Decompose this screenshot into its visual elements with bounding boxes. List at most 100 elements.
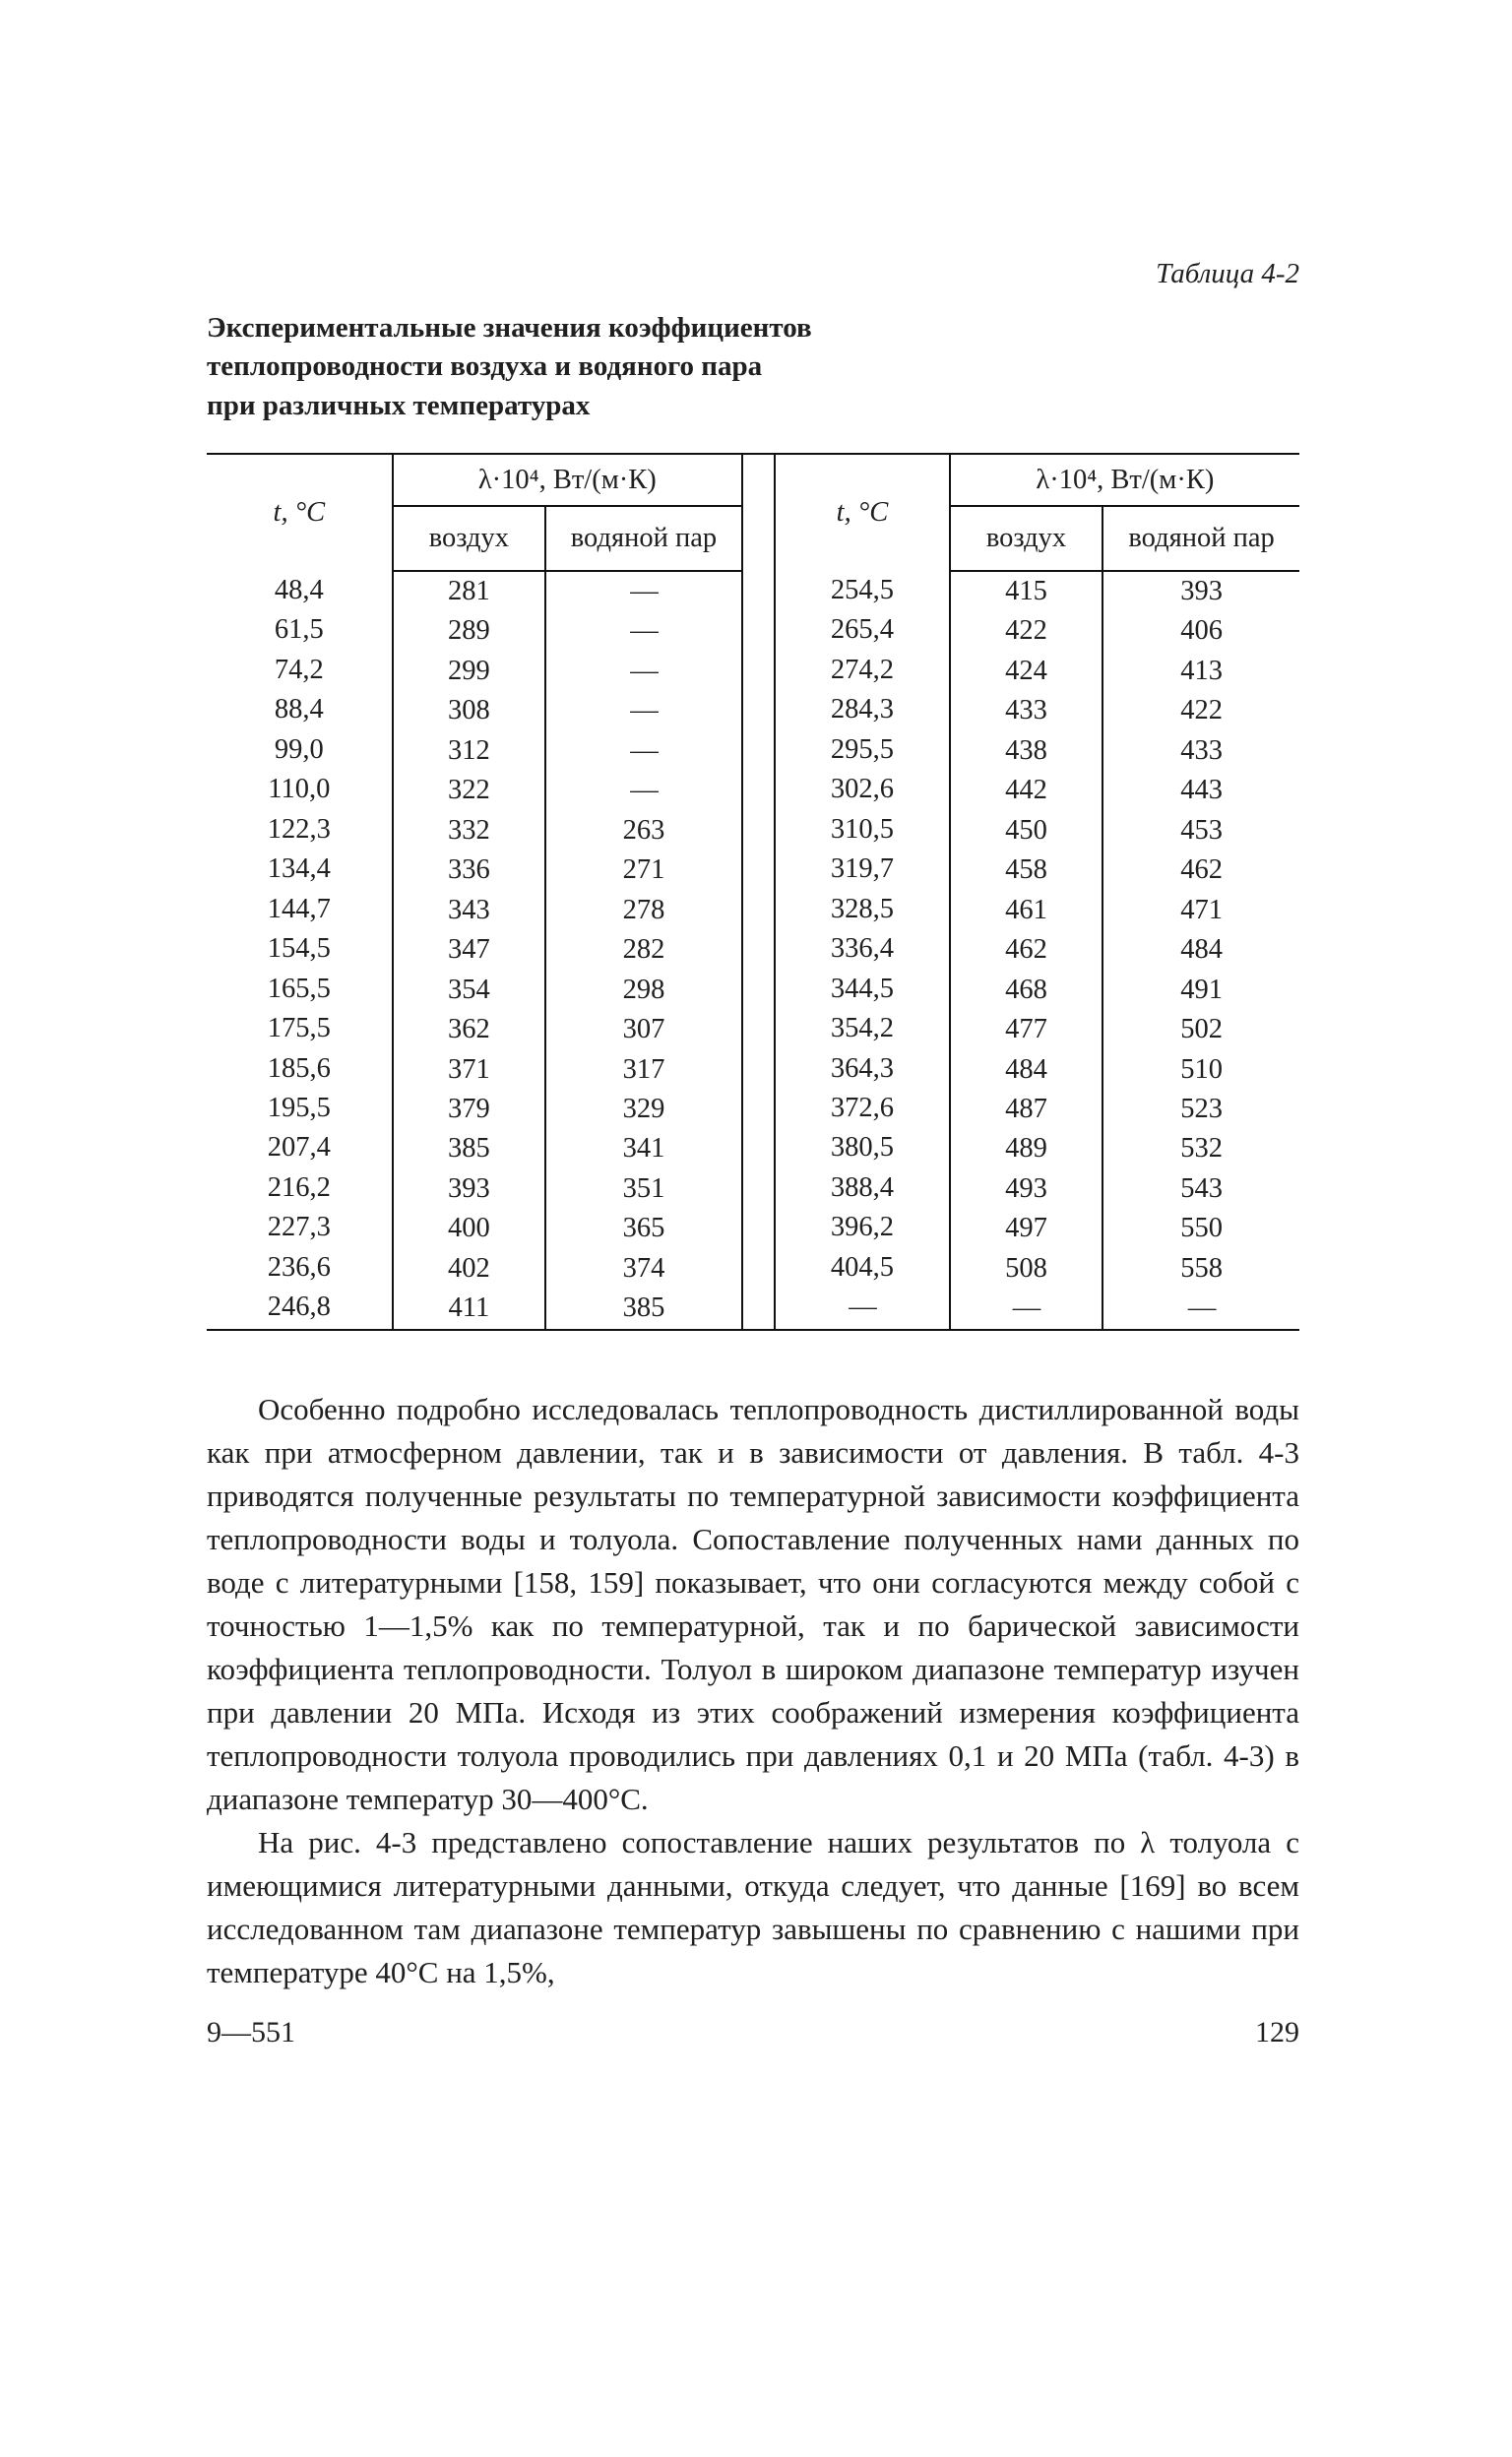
table-cell: 271 — [552, 850, 735, 890]
table-cell: 308 — [400, 691, 538, 730]
page-footer: 9—551 129 — [207, 2014, 1299, 2051]
col-t-right: 254,5265,4274,2284,3295,5302,6310,5319,7… — [775, 571, 950, 1330]
title-line: Экспериментальные значения коэффициентов — [207, 312, 812, 344]
table-cell: 216,2 — [213, 1168, 386, 1208]
page-number: 129 — [1255, 2014, 1299, 2051]
paragraph: На рис. 4-3 представлено сопоставление н… — [207, 1821, 1299, 1994]
table-cell: — — [552, 691, 735, 730]
table-cell: — — [782, 1288, 943, 1327]
table-cell: 254,5 — [782, 571, 943, 610]
table-cell: 558 — [1109, 1249, 1293, 1289]
table-cell: 422 — [957, 611, 1096, 651]
table-cell: 433 — [957, 691, 1096, 730]
table-cell: 385 — [552, 1289, 735, 1328]
table-cell: 246,8 — [213, 1288, 386, 1327]
table-cell: 154,5 — [213, 929, 386, 969]
title-line: при различных температурах — [207, 390, 590, 421]
table-cell: 351 — [552, 1169, 735, 1209]
table-cell: 471 — [1109, 891, 1293, 930]
table-cell: 443 — [1109, 771, 1293, 810]
table-cell: 532 — [1109, 1129, 1293, 1168]
col-header-lambda: λ·10⁴, Вт/(м·К) — [950, 454, 1299, 507]
table-cell: 347 — [400, 930, 538, 970]
table-cell: 372,6 — [782, 1089, 943, 1128]
table-cell: 336 — [400, 850, 538, 890]
table-cell: 274,2 — [782, 651, 943, 690]
table-cell: 165,5 — [213, 970, 386, 1009]
table-cell: 489 — [957, 1129, 1096, 1168]
col-t-left: 48,461,574,288,499,0110,0122,3134,4144,7… — [207, 571, 393, 1330]
col-air-left: 2812892993083123223323363433473543623713… — [393, 571, 545, 1330]
table-cell: 411 — [400, 1289, 538, 1328]
table-cell: 319,7 — [782, 850, 943, 889]
gap — [742, 571, 775, 1330]
table-cell: 61,5 — [213, 610, 386, 650]
col-air-right: 4154224244334384424504584614624684774844… — [950, 571, 1102, 1330]
table-cell: 453 — [1109, 811, 1293, 850]
table-cell: 450 — [957, 811, 1096, 850]
table-cell: 307 — [552, 1010, 735, 1049]
col-header-air: воздух — [393, 506, 545, 571]
table-cell: 497 — [957, 1209, 1096, 1248]
table-cell: 302,6 — [782, 770, 943, 809]
table-cell: 415 — [957, 572, 1096, 611]
title-line: теплопроводности воздуха и водяного пара — [207, 350, 762, 382]
col-header-vapor: водяной пар — [1102, 506, 1299, 571]
col-header-t: t, °C — [207, 454, 393, 571]
table-cell: 144,7 — [213, 890, 386, 929]
table-cell: 343 — [400, 891, 538, 930]
table-cell: 278 — [552, 891, 735, 930]
table-cell: — — [552, 771, 735, 810]
table-cell: 362 — [400, 1010, 538, 1049]
table-cell: 493 — [957, 1169, 1096, 1209]
table-cell: 468 — [957, 971, 1096, 1010]
table-cell: 406 — [1109, 611, 1293, 651]
table-cell: 284,3 — [782, 690, 943, 729]
signature-mark: 9—551 — [207, 2014, 295, 2051]
table-cell: 365 — [552, 1209, 735, 1248]
paragraph: Особенно подробно исследовалась теплопро… — [207, 1388, 1299, 1821]
table-cell: — — [552, 611, 735, 651]
table-cell: 477 — [957, 1010, 1096, 1049]
table-cell: 413 — [1109, 652, 1293, 691]
table-cell: 404,5 — [782, 1248, 943, 1288]
table-cell: 371 — [400, 1050, 538, 1090]
table-cell: 424 — [957, 652, 1096, 691]
table-cell: 227,3 — [213, 1208, 386, 1247]
table-cell: 402 — [400, 1249, 538, 1289]
table-cell: 299 — [400, 652, 538, 691]
table-cell: 175,5 — [213, 1009, 386, 1048]
table-cell: 543 — [1109, 1169, 1293, 1209]
table-cell: 484 — [1109, 930, 1293, 970]
table-cell: 458 — [957, 850, 1096, 890]
body-text: Особенно подробно исследовалась теплопро… — [207, 1388, 1299, 1994]
table-cell: 48,4 — [213, 571, 386, 610]
col-header-air: воздух — [950, 506, 1102, 571]
table-cell: — — [552, 731, 735, 771]
table-cell: 550 — [1109, 1209, 1293, 1248]
table-cell: 523 — [1109, 1090, 1293, 1129]
table-cell: 364,3 — [782, 1049, 943, 1089]
table-cell: 341 — [552, 1129, 735, 1168]
table-cell: 310,5 — [782, 810, 943, 850]
table-cell: 510 — [1109, 1050, 1293, 1090]
col-vap-left: ——————2632712782822983073173293413513653… — [545, 571, 742, 1330]
table-cell: 336,4 — [782, 929, 943, 969]
table-cell: 462 — [1109, 850, 1293, 890]
table-cell: 344,5 — [782, 970, 943, 1009]
table-title: Экспериментальные значения коэффициентов… — [207, 309, 1299, 424]
table-cell: 99,0 — [213, 730, 386, 770]
table-cell: 289 — [400, 611, 538, 651]
table-cell: 207,4 — [213, 1128, 386, 1167]
table-cell: 433 — [1109, 731, 1293, 771]
table-cell: 502 — [1109, 1010, 1293, 1049]
table-cell: 110,0 — [213, 770, 386, 809]
table-cell: 396,2 — [782, 1208, 943, 1247]
table-cell: 380,5 — [782, 1128, 943, 1167]
table-cell: — — [552, 572, 735, 611]
table-cell: 74,2 — [213, 651, 386, 690]
table-cell: 332 — [400, 811, 538, 850]
table-cell: 379 — [400, 1090, 538, 1129]
table-cell: 388,4 — [782, 1168, 943, 1208]
table-cell: 400 — [400, 1209, 538, 1248]
